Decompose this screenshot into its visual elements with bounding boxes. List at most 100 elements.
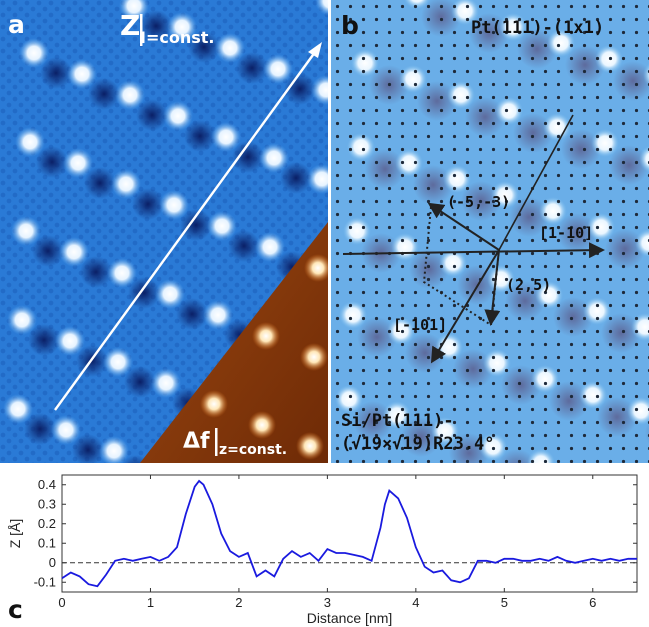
dark-depression (40, 57, 72, 89)
df-label-main: Δf (183, 429, 210, 454)
afm-spot (296, 432, 324, 460)
bright-protrusion (155, 279, 185, 309)
dark-depression (228, 230, 260, 262)
bright-protrusion (307, 164, 328, 194)
dark-depression (24, 413, 56, 445)
direction-label-2: [-101] (393, 316, 447, 334)
x-tick-label: 6 (589, 595, 596, 610)
bright-protrusion (63, 148, 93, 178)
bright-protrusion (203, 300, 233, 330)
bright-protrusion (115, 80, 145, 110)
dark-depression (140, 10, 172, 42)
structure-label-line2: (√19×√19)R23.4° (341, 434, 495, 454)
bright-protrusion (67, 59, 97, 89)
height-profile-line (61, 479, 637, 588)
plot-frame (61, 474, 638, 593)
x-axis-ticks: 0 1 2 3 4 5 6 (58, 475, 596, 610)
panel-b-label: b (341, 11, 359, 40)
dark-depression (184, 120, 216, 152)
z-label-bar (140, 14, 143, 46)
bright-protrusion (55, 326, 85, 356)
dark-depression (72, 434, 104, 463)
x-tick-label: 1 (147, 595, 154, 610)
panel-b-model-overlay: b Pt(111)-(1x1) (-5,-3) (2,5) [1-10] [-1… (331, 0, 649, 463)
dark-depression (280, 162, 312, 194)
bright-protrusion (11, 216, 41, 246)
bright-protrusion (51, 415, 81, 445)
y-tick-label: 0.2 (38, 516, 56, 531)
dark-depression (80, 256, 112, 288)
bright-protrusion (259, 143, 289, 173)
afm-spot (252, 322, 280, 350)
y-tick-label: 0.4 (38, 477, 56, 492)
bright-protrusion (59, 237, 89, 267)
y-tick-label: -0.1 (34, 574, 56, 589)
bright-protrusion (15, 127, 45, 157)
scan-line-arrowhead (308, 42, 322, 58)
bright-protrusion (151, 368, 181, 398)
dark-depression (188, 31, 220, 63)
afm-spot (300, 343, 328, 371)
vector-5-3-arrow (427, 202, 500, 251)
y-axis-label: Z [Å] (7, 519, 23, 549)
y-tick-label: 0.3 (38, 496, 56, 511)
bright-protrusion (207, 211, 237, 241)
dark-depression (124, 366, 156, 398)
bright-protrusion (215, 33, 245, 63)
dark-depression (136, 99, 168, 131)
bright-protrusion (311, 75, 328, 105)
y-axis-ticks: -0.1 0 0.1 0.2 0.3 0.4 (34, 477, 637, 589)
x-tick-label: 5 (501, 595, 508, 610)
dark-depression (232, 141, 264, 173)
crystal-axes (342, 114, 605, 364)
vector-label-2: (2,5) (506, 276, 551, 294)
scan-line-arrow (54, 47, 319, 411)
panel-a-label: a (8, 10, 25, 39)
unit-cell-outline (422, 206, 500, 327)
panel-c-label: c (8, 595, 23, 624)
bright-protrusion (255, 232, 285, 262)
dark-depression (28, 324, 60, 356)
bright-protrusion (315, 0, 328, 16)
axis-1-10-arrow (342, 242, 605, 259)
dark-depression (236, 52, 268, 84)
bright-protrusion (3, 394, 33, 424)
dark-depression (180, 209, 212, 241)
bright-protrusion (111, 169, 141, 199)
x-tick-label: 0 (58, 595, 65, 610)
vector-label-1: (-5,-3) (447, 193, 510, 211)
x-tick-label: 4 (412, 595, 419, 610)
dark-depression (36, 146, 68, 178)
afm-spot (200, 390, 228, 418)
dark-depression (88, 78, 120, 110)
dark-depression (84, 167, 116, 199)
panel-b-title: Pt(111)-(1x1) (471, 18, 604, 38)
bright-protrusion (103, 347, 133, 377)
direction-label-1: [1-10] (539, 224, 593, 242)
df-label-bar (215, 428, 218, 456)
df-label-sub: z=const. (219, 442, 287, 458)
dark-depression (32, 235, 64, 267)
y-tick-label: 0 (49, 555, 56, 570)
bright-protrusion (211, 122, 241, 152)
dark-depression (284, 73, 316, 105)
x-axis-label: Distance [nm] (307, 610, 393, 626)
axis-101-arrow (430, 249, 500, 364)
x-tick-label: 2 (235, 595, 242, 610)
panel-b-svg: b Pt(111)-(1x1) (-5,-3) (2,5) [1-10] [-1… (331, 0, 649, 463)
afm-spot (304, 254, 328, 282)
panel-a-stm-image: a Z I=const. Δf z=const. (0, 0, 328, 463)
dark-depression (128, 277, 160, 309)
bright-protrusion (163, 101, 193, 131)
x-tick-label: 3 (324, 595, 331, 610)
bright-protrusion (159, 190, 189, 220)
afm-spot (248, 411, 276, 439)
y-tick-label: 0.1 (38, 535, 56, 550)
bright-protrusion (263, 54, 293, 84)
dark-depression (132, 188, 164, 220)
bright-protrusion (19, 38, 49, 68)
z-label-main: Z (120, 9, 140, 42)
dark-depression (176, 298, 208, 330)
